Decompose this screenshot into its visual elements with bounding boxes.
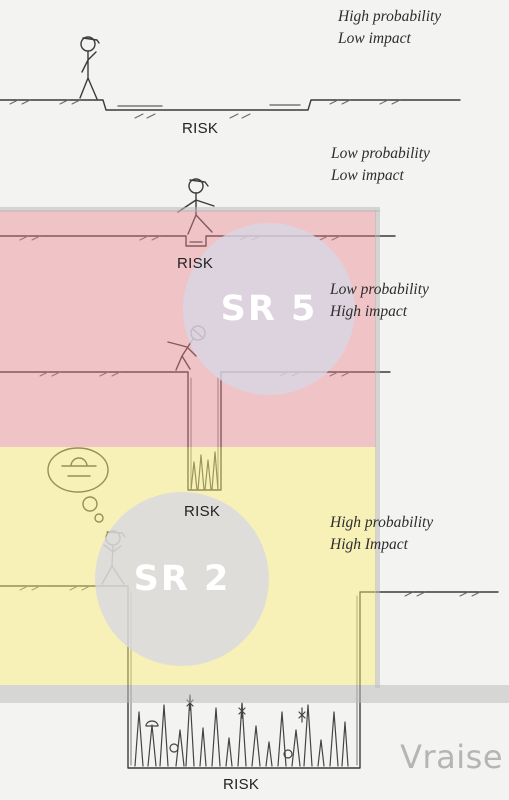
scenario-1-risk-label: RISK bbox=[182, 120, 219, 137]
scenario-2-caption: Low probability Low impact bbox=[331, 143, 430, 187]
scenario-3-probability: Low probability bbox=[330, 281, 429, 298]
scenario-2-probability: Low probability bbox=[331, 145, 430, 162]
scenario-2-impact: Low impact bbox=[331, 167, 404, 184]
scenario-3-caption: Low probability High impact bbox=[330, 279, 429, 323]
scenario-4-impact: High Impact bbox=[330, 536, 408, 553]
zone-frame-right bbox=[375, 210, 380, 688]
scenario-1-ground bbox=[0, 99, 461, 119]
watermark: Vraise bbox=[400, 738, 503, 776]
zone-frame-bottom bbox=[0, 685, 509, 703]
scenario-3-risk-label: RISK bbox=[184, 503, 221, 520]
sr2-circle: SR 2 bbox=[95, 492, 269, 666]
scenario-2-risk-label: RISK bbox=[177, 255, 214, 272]
scenario-1-stick-figure bbox=[79, 36, 100, 100]
sr5-label: SR 5 bbox=[220, 289, 318, 329]
sr2-label: SR 2 bbox=[133, 559, 231, 599]
scenario-4-caption: High probability High Impact bbox=[330, 512, 433, 556]
scenario-3-impact: High impact bbox=[330, 303, 408, 320]
scenario-4-risk-label: RISK bbox=[223, 776, 260, 793]
scenario-1-caption: High probability Low impact bbox=[338, 6, 441, 50]
sr5-circle: SR 5 bbox=[183, 223, 355, 395]
scenario-4-probability: High probability bbox=[330, 514, 434, 531]
scenario-1-probability: High probability bbox=[338, 8, 442, 25]
thought-bubble bbox=[47, 447, 109, 523]
scenario-2-stick-figure bbox=[177, 178, 215, 235]
zone-frame-top bbox=[0, 207, 380, 212]
scenario-1-impact: Low impact bbox=[338, 30, 411, 47]
scenario-3-spikes bbox=[190, 451, 219, 491]
scenario-4-spikes bbox=[134, 694, 349, 767]
